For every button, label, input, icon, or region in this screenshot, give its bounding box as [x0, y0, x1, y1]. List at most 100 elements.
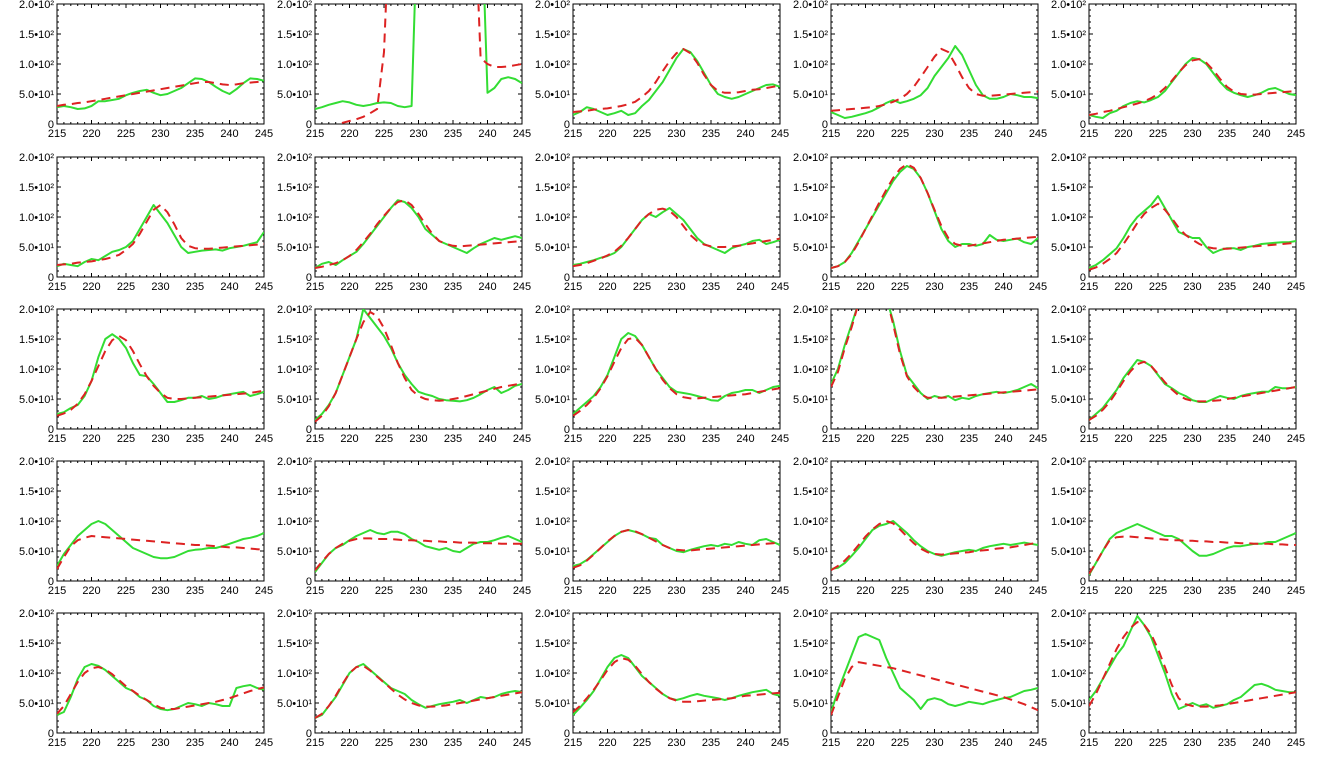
- x-tick-label: 245: [513, 281, 531, 293]
- y-tick-label: 1.0•10²: [793, 212, 828, 224]
- y-tick-label: 0: [48, 272, 54, 284]
- panel-svg: 215 220 225 230 235 240 245 0 5.0•10¹ 1.0•10² 1.5•…: [793, 152, 1047, 293]
- series-fit: [573, 336, 780, 417]
- x-tick-label: 230: [1183, 585, 1201, 597]
- plot-frame: [572, 3, 781, 125]
- x-tick-label: 215: [822, 737, 840, 749]
- y-tick-label: 5.0•10¹: [535, 89, 570, 101]
- series-observed: [1089, 523, 1296, 576]
- chart-panel-21: 215 220 225 230 235 240 245 0 5.0•10¹ 1.0•10² 1.5•…: [0, 608, 273, 763]
- series-fit: [573, 47, 780, 113]
- x-tick-label: 220: [598, 128, 616, 140]
- y-tick-label: 1.0•10²: [1051, 668, 1086, 680]
- x-tick-label: 225: [633, 128, 651, 140]
- x-tick-label: 240: [994, 585, 1012, 597]
- series-fit: [315, 537, 522, 571]
- panel-svg: 215 220 225 230 235 240 245 0 5.0•10¹ 1.0•10² 1.5•…: [277, 456, 531, 597]
- y-tick-label: 1.5•10²: [19, 29, 54, 41]
- x-tick-label: 220: [856, 737, 874, 749]
- y-tick-label: 0: [306, 119, 312, 131]
- x-tick-label: 215: [48, 281, 66, 293]
- y-tick-label: 5.0•10¹: [19, 242, 54, 254]
- x-tick-label: 235: [1218, 433, 1236, 445]
- x-tick-label: 220: [1114, 128, 1132, 140]
- y-tick-label: 1.5•10²: [793, 182, 828, 194]
- y-tick-label: 5.0•10¹: [277, 698, 312, 710]
- panel-svg: 215 220 225 230 235 240 245 0 5.0•10¹ 1.0•10² 1.5•…: [535, 608, 789, 749]
- plot-frame: [572, 308, 781, 430]
- y-tick-label: 0: [48, 576, 54, 588]
- series-observed: [315, 309, 522, 421]
- panel-svg: 215 220 225 230 235 240 245 0 5.0•10¹ 1.0•10² 1.5•…: [535, 0, 789, 140]
- series-fit: [337, 4, 522, 124]
- x-tick-label: 215: [822, 128, 840, 140]
- x-tick-label: 220: [1114, 737, 1132, 749]
- plot-frame: [830, 3, 1039, 125]
- x-tick-label: 230: [151, 585, 169, 597]
- y-tick-label: 2.0•10²: [1051, 0, 1086, 11]
- y-tick-label: 2.0•10²: [793, 608, 828, 620]
- x-tick-label: 225: [117, 281, 135, 293]
- panel-svg: 215 220 225 230 235 240 245 0 5.0•10¹ 1.0•10² 1.5•…: [793, 456, 1047, 597]
- x-tick-label: 245: [1029, 281, 1047, 293]
- y-tick-label: 2.0•10²: [535, 456, 570, 468]
- x-tick-label: 235: [444, 433, 462, 445]
- x-tick-label: 215: [1080, 281, 1098, 293]
- y-tick-label: 0: [48, 728, 54, 740]
- x-tick-label: 245: [1287, 128, 1305, 140]
- x-tick-label: 225: [891, 433, 909, 445]
- y-tick-label: 5.0•10¹: [277, 242, 312, 254]
- x-tick-label: 240: [1252, 281, 1270, 293]
- x-tick-label: 215: [306, 281, 324, 293]
- y-tick-label: 1.0•10²: [535, 59, 570, 71]
- x-tick-label: 240: [994, 433, 1012, 445]
- plot-frame: [314, 612, 523, 734]
- chart-panel-16: 215 220 225 230 235 240 245 0 5.0•10¹ 1.0•10² 1.5•…: [0, 456, 273, 611]
- x-tick-label: 225: [891, 585, 909, 597]
- x-tick-label: 235: [186, 433, 204, 445]
- x-tick-label: 220: [340, 737, 358, 749]
- x-tick-label: 220: [598, 585, 616, 597]
- y-tick-label: 5.0•10¹: [1051, 242, 1086, 254]
- panel-svg: 215 220 225 230 235 240 245 0 5.0•10¹ 1.0•10² 1.5•…: [793, 608, 1047, 749]
- x-tick-label: 215: [1080, 128, 1098, 140]
- x-tick-label: 220: [82, 281, 100, 293]
- x-tick-label: 240: [736, 128, 754, 140]
- x-tick-label: 240: [1252, 128, 1270, 140]
- x-tick-label: 235: [186, 585, 204, 597]
- x-tick-label: 215: [822, 281, 840, 293]
- y-tick-label: 0: [1080, 424, 1086, 436]
- x-tick-label: 230: [667, 281, 685, 293]
- panel-svg: 215 220 225 230 235 240 245 0 5.0•10¹ 1.0•10² 1.5•…: [793, 0, 1047, 140]
- y-tick-label: 1.5•10²: [793, 638, 828, 650]
- chart-panel-15: 215 220 225 230 235 240 245 0 5.0•10¹ 1.0•10² 1.5•…: [1032, 304, 1305, 459]
- x-tick-label: 225: [375, 433, 393, 445]
- x-tick-label: 225: [891, 737, 909, 749]
- y-tick-label: 1.5•10²: [19, 638, 54, 650]
- y-tick-label: 0: [564, 119, 570, 131]
- y-tick-label: 5.0•10¹: [1051, 546, 1086, 558]
- y-tick-label: 5.0•10¹: [19, 89, 54, 101]
- plot-frame: [314, 460, 523, 582]
- y-tick-label: 5.0•10¹: [535, 394, 570, 406]
- x-tick-label: 225: [633, 585, 651, 597]
- x-tick-label: 245: [1029, 128, 1047, 140]
- plot-frame: [572, 460, 781, 582]
- y-tick-label: 1.0•10²: [277, 212, 312, 224]
- y-tick-label: 2.0•10²: [1051, 152, 1086, 164]
- y-tick-label: 1.5•10²: [1051, 334, 1086, 346]
- series-fit: [573, 207, 780, 268]
- x-tick-label: 235: [702, 737, 720, 749]
- y-tick-label: 0: [48, 424, 54, 436]
- x-tick-label: 225: [633, 433, 651, 445]
- x-tick-label: 215: [306, 128, 324, 140]
- x-tick-label: 230: [1183, 128, 1201, 140]
- series-observed: [57, 333, 264, 415]
- plot-frame: [314, 3, 523, 125]
- x-tick-label: 235: [702, 433, 720, 445]
- x-tick-label: 245: [255, 433, 273, 445]
- y-tick-label: 1.5•10²: [19, 486, 54, 498]
- x-tick-label: 235: [444, 128, 462, 140]
- x-tick-label: 245: [255, 281, 273, 293]
- y-tick-label: 1.5•10²: [277, 486, 312, 498]
